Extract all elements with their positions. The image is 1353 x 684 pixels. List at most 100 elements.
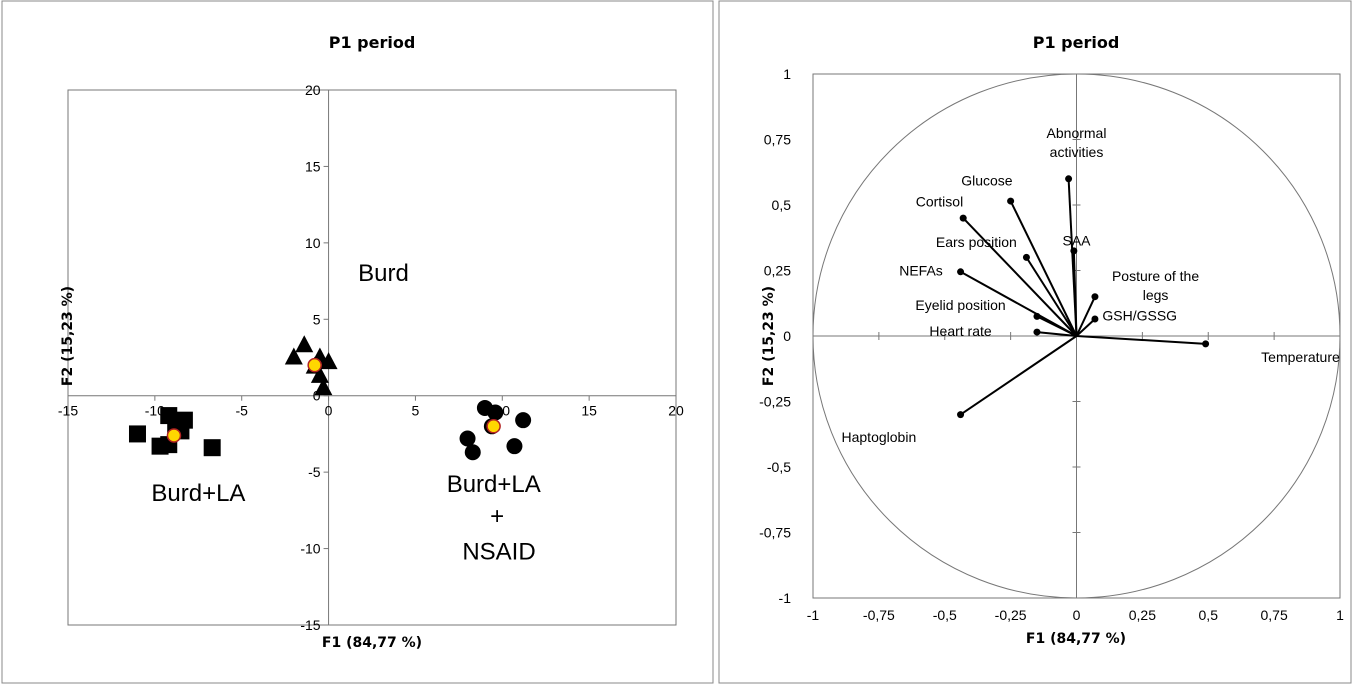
right-y-tick-label: 0,75 [764,132,791,148]
variable-point [1033,328,1041,336]
left-x-tick-label: -5 [235,403,248,419]
circle-point [464,444,481,461]
variable-label: Temperature [1261,349,1340,365]
variable-label: SAA [1062,233,1091,249]
left-data-points [128,335,532,461]
left-x-axis-title: F1 (84,77 %) [322,635,422,651]
right-correlation-circle-chart: P1 period F1 (84,77 %) F2 (15,23 %) -1 -0… [759,33,1344,647]
right-x-tick-label: -0,5 [933,607,957,623]
variable-label: Heart rate [929,323,991,339]
variable-vector [1036,331,1077,337]
right-tick-labels: -1 -0,75 -0,5 -0,25 0 0,25 0,5 0,75 1 -1 -0,75 -0,5… [759,66,1344,623]
group-label: Burd [358,260,409,287]
right-y-tick-label: -0,5 [767,459,791,475]
right-x-tick-label: 1 [1336,607,1344,623]
circle-point [487,404,504,421]
variable-point [1022,253,1030,261]
left-group-labels: Burd Burd+LA Burd+LA + NSAID [151,260,540,565]
left-scatter-chart: P1 period F1 (84,77 %) F2 (15,23 %) -15 -… [58,33,684,651]
triangle-point [310,365,329,383]
left-y-tick-label: 0 [313,388,321,404]
left-y-tick-label: 10 [305,235,321,251]
variable-label-line2: legs [1143,287,1169,303]
variable-point [957,411,965,419]
variable-vector [1076,335,1206,345]
variable-point [1007,197,1015,205]
right-y-axis-title: F2 (15,23 %) [761,286,777,386]
left-chart-title: P1 period [329,33,416,52]
variable-point [959,214,967,222]
right-y-tick-label: 0 [783,328,791,344]
triangle-point [295,335,314,353]
variable-label: Glucose [961,172,1013,188]
right-y-tick-label: -1 [779,590,792,606]
right-x-tick-label: 0,75 [1261,607,1288,623]
left-x-tick-label: -10 [145,403,165,419]
left-y-tick-label: -5 [308,464,321,480]
variable-point [957,268,965,276]
right-y-tick-label: -0,75 [759,525,791,541]
right-x-tick-label: 0 [1073,607,1081,623]
circle-point [506,438,523,455]
right-x-tick-label: 0,25 [1129,607,1156,623]
variable-vector [1025,256,1078,337]
variable-label: Cortisol [916,193,963,209]
left-y-axis-title: F2 (15,23 %) [60,286,76,386]
right-y-tick-label: 0,25 [764,263,791,279]
right-x-tick-label: -0,25 [995,607,1027,623]
left-y-tick-label: 20 [305,82,321,98]
variable-label: Ears position [936,234,1017,250]
left-y-tick-label: 15 [305,158,321,174]
variable-label: Abnormal [1047,125,1107,141]
left-y-tick-label: -15 [300,617,320,633]
square-point [128,425,146,443]
variable-vector [1075,318,1096,337]
triangle-point [314,378,333,396]
circle-point [459,430,476,447]
variable-label: NEFAs [899,263,943,279]
variable-label: GSH/GSSG [1102,307,1177,323]
left-x-tick-label: 15 [581,403,597,419]
variable-label-line2: activities [1050,144,1104,160]
group-label: NSAID [462,538,535,565]
right-x-axis-title: F1 (84,77 %) [1026,631,1126,647]
right-x-tick-label: -1 [807,607,820,623]
right-y-tick-label: 0,5 [772,197,792,213]
variable-point [1091,293,1099,301]
left-y-tick-label: 5 [313,311,321,327]
right-y-tick-label: 1 [783,66,791,82]
centroid-point [307,357,322,373]
centroid-point [166,428,182,443]
right-y-tick-label: -0,25 [759,394,791,410]
variable-vector [1036,315,1077,337]
left-y-tick-label: -10 [300,541,320,557]
left-x-tick-label: 0 [325,403,333,419]
left-plot-area [67,89,677,626]
right-x-tick-label: -0,75 [863,607,895,623]
variable-vector [959,335,1078,416]
circle-point [515,412,532,429]
group-label: Burd+LA [151,480,245,507]
variable-vector [1075,296,1096,337]
variable-vector [1009,200,1078,337]
left-x-tick-label: 5 [412,403,420,419]
square-point [203,439,221,457]
variable-point [1202,340,1210,348]
right-chart-title: P1 period [1033,33,1120,52]
variable-label: Eyelid position [915,297,1005,313]
centroid-point [486,419,501,434]
variable-vector [962,217,1078,337]
variable-vector [1072,250,1078,337]
variable-point [1033,312,1041,320]
variable-point [1070,247,1078,255]
variable-label: Posture of the [1112,268,1199,284]
variable-point [1091,315,1099,323]
group-label: + [490,503,504,530]
triangle-point [284,347,303,365]
right-x-tick-label: 0,5 [1199,607,1219,623]
variable-label: Haptoglobin [842,429,917,445]
right-variable-vectors: Abnormal activities Glucose Cortisol Ears po… [842,125,1340,445]
triangle-point [319,352,338,370]
